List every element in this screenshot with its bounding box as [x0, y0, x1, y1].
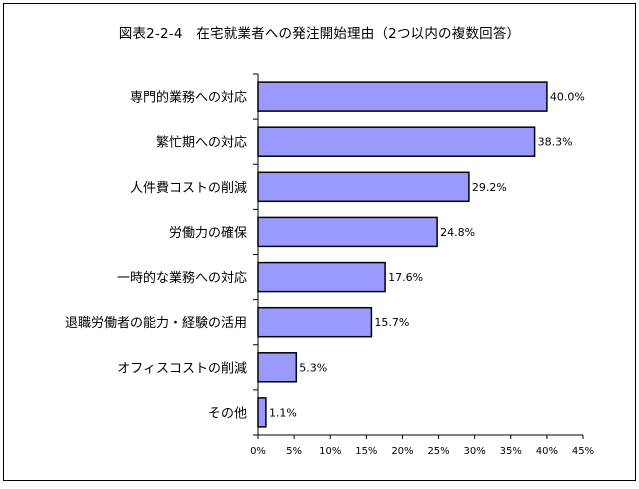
value-label: 38.3% [538, 136, 573, 149]
bar-5 [257, 306, 373, 338]
x-tick-label: 10% [319, 446, 341, 457]
category-label: 人件費コストの削減 [130, 180, 247, 196]
value-label: 1.1% [269, 406, 297, 419]
value-label: 15.7% [374, 316, 409, 329]
x-tick-label: 45% [572, 446, 594, 457]
category-label: 専門的業務への対応 [130, 90, 247, 106]
value-label: 29.2% [472, 181, 507, 194]
bar-3 [257, 216, 438, 248]
x-tick-label: 20% [391, 446, 413, 457]
category-label: オフィスコストの削減 [117, 360, 247, 376]
value-label: 5.3% [299, 361, 327, 374]
x-tick-label: 0% [250, 446, 266, 457]
bar-7 [257, 397, 267, 428]
value-label: 40.0% [550, 91, 585, 104]
bar-6 [257, 352, 298, 383]
chart-figure: 図表2-2-4 在宅就業者への発注開始理由（2つ以内の複数回答） 専門的業務への… [3, 3, 636, 481]
bar-0 [257, 81, 548, 112]
category-label: 一時的な業務への対応 [117, 270, 247, 286]
x-tick-label: 15% [355, 446, 377, 457]
bar-2 [257, 171, 470, 203]
value-label: 17.6% [388, 271, 423, 284]
chart-title: 図表2-2-4 在宅就業者への発注開始理由（2つ以内の複数回答） [118, 26, 521, 42]
x-tick-label: 25% [427, 446, 449, 457]
x-tick-label: 35% [500, 446, 522, 457]
x-tick-label: 40% [536, 446, 558, 457]
x-tick-label: 30% [464, 446, 486, 457]
category-label: その他 [208, 406, 247, 421]
bar-chart: 専門的業務への対応 40.0% 繁忙期への対応 38.3% 人件費コストの削減 29.2%… [65, 73, 594, 457]
bar-4 [257, 261, 386, 293]
x-tick-label: 5% [286, 446, 302, 457]
bar-1 [257, 126, 536, 157]
category-label: 繁忙期への対応 [156, 135, 247, 151]
category-label: 退職労働者の能力・経験の活用 [65, 316, 247, 331]
category-label: 労働力の確保 [169, 225, 247, 241]
value-label: 24.8% [440, 226, 475, 239]
